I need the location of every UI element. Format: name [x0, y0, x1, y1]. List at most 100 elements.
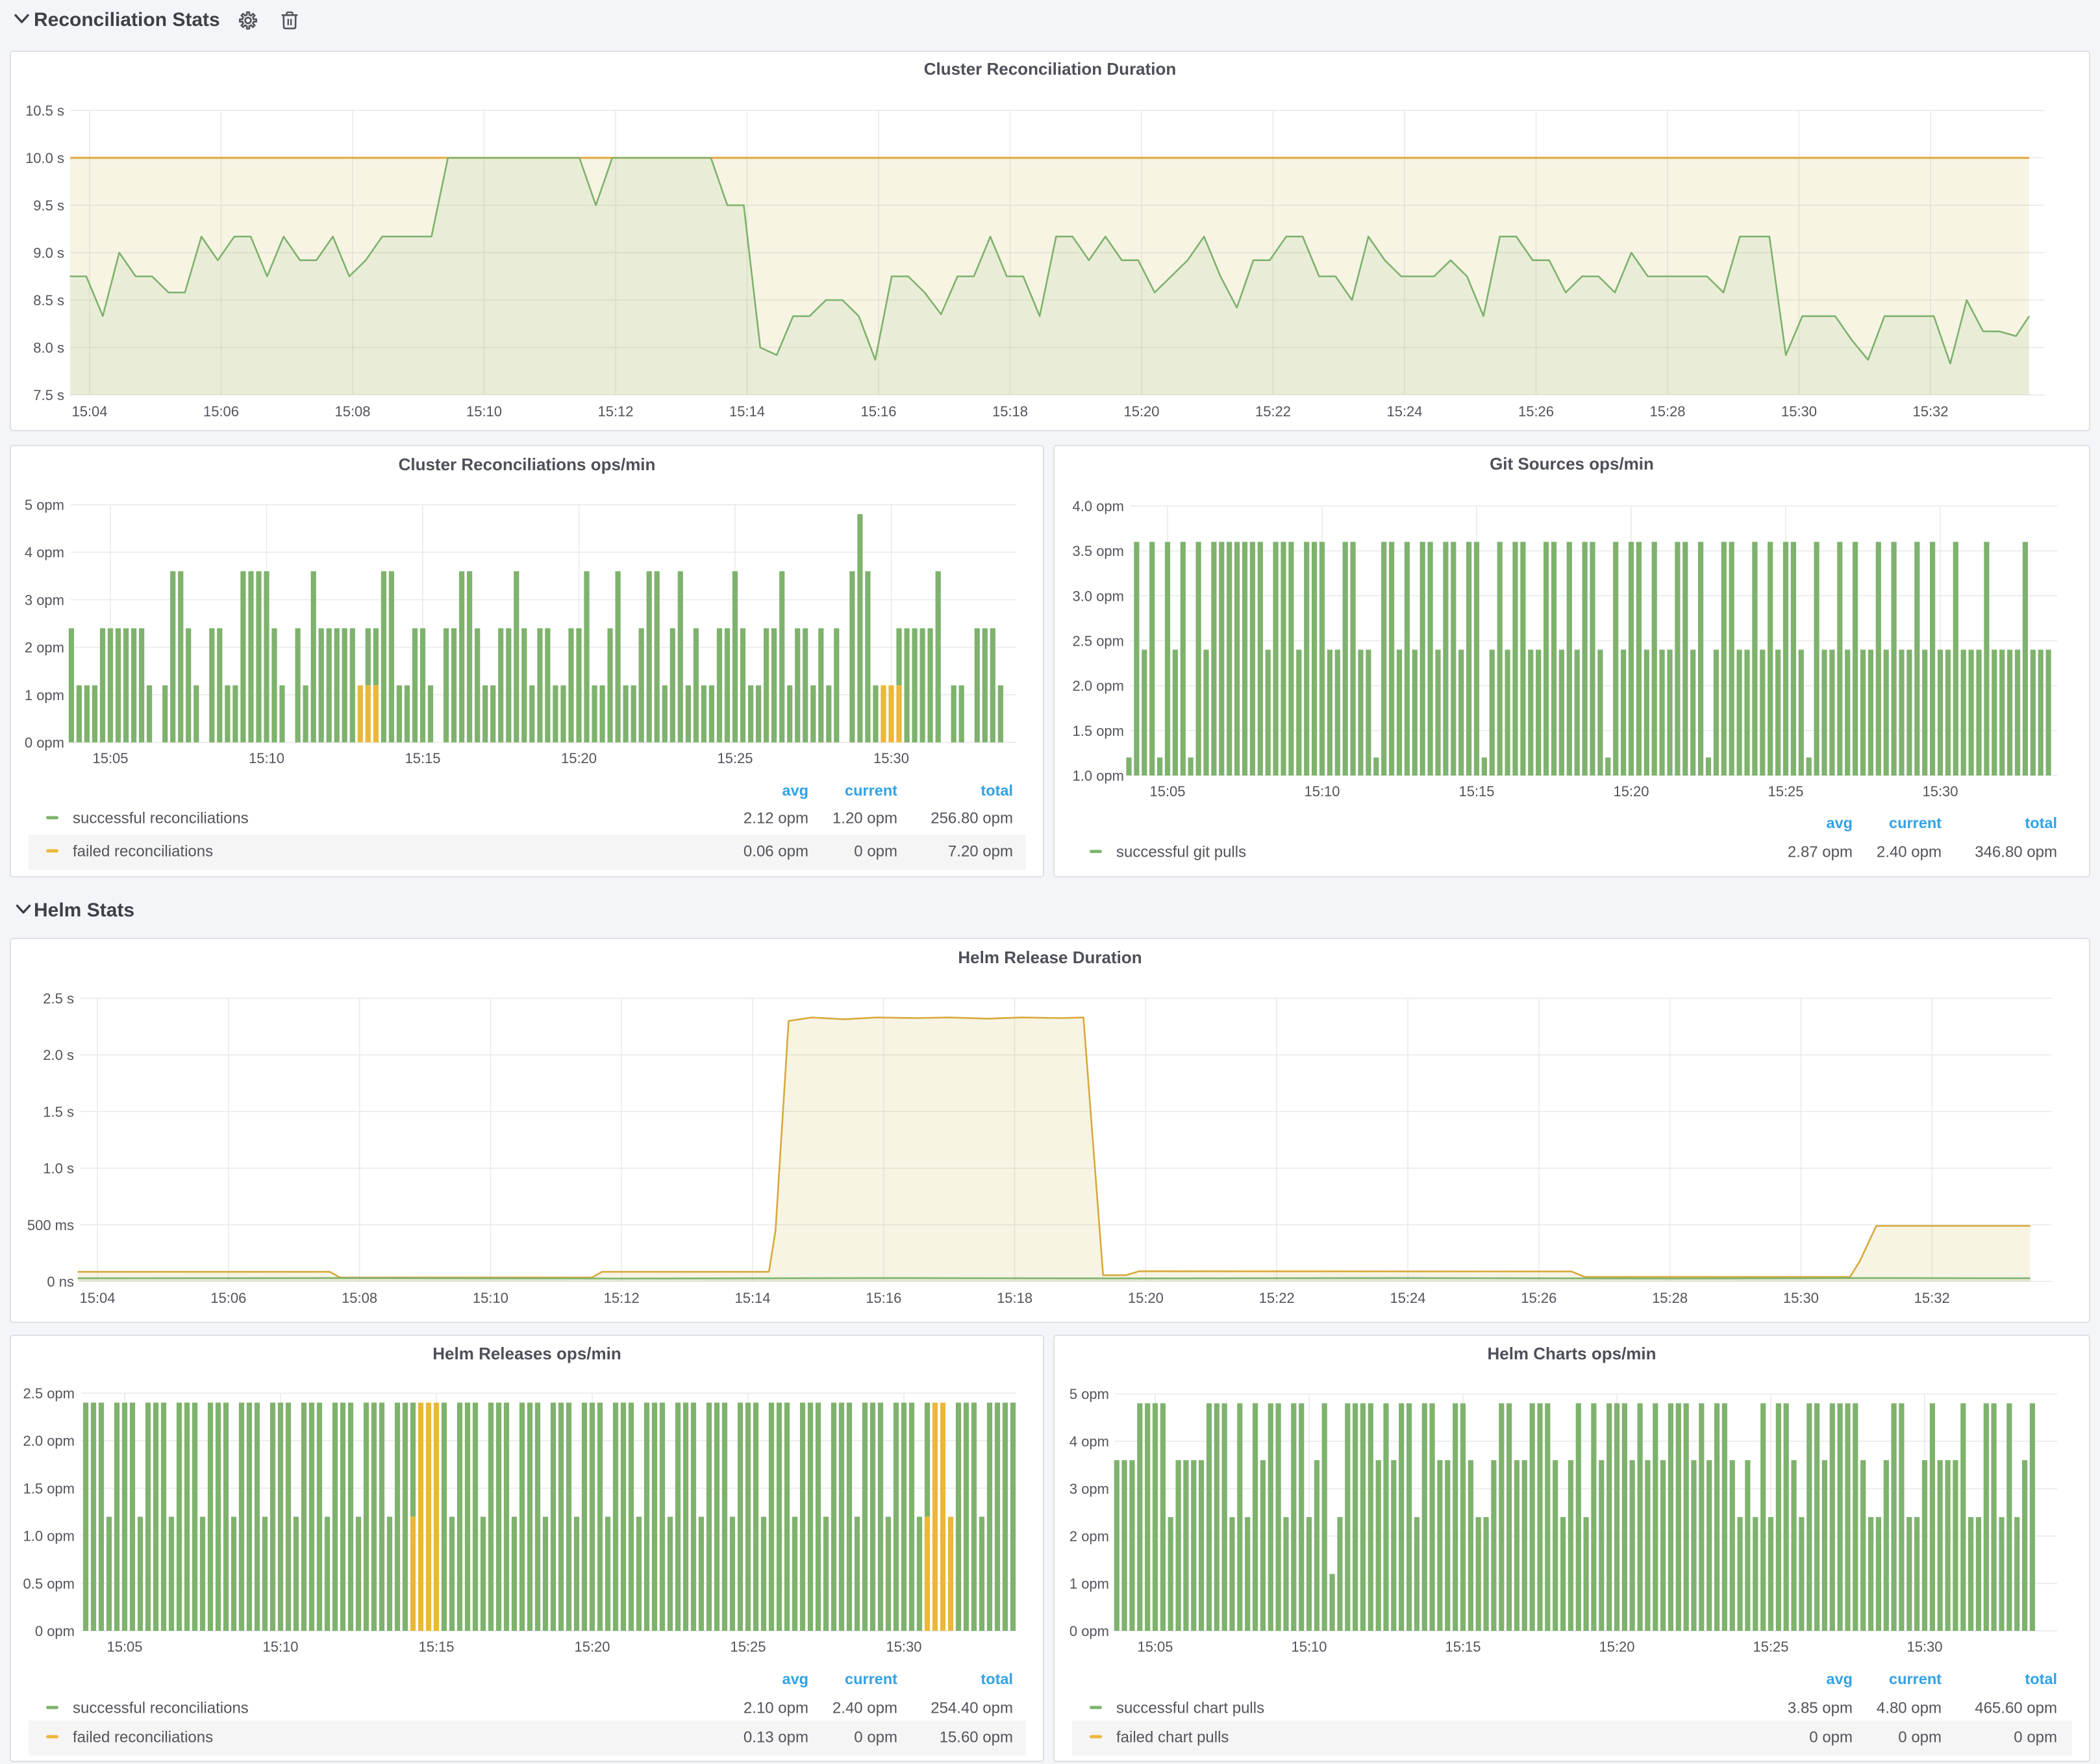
svg-text:0 opm: 0 opm — [35, 1623, 75, 1639]
svg-text:15:30: 15:30 — [1781, 403, 1817, 420]
svg-text:4.80 opm: 4.80 opm — [1877, 1700, 1942, 1717]
svg-text:Cluster Reconciliations ops/mi: Cluster Reconciliations ops/min — [399, 455, 656, 474]
svg-text:2.5 opm: 2.5 opm — [1073, 633, 1125, 649]
svg-text:15:24: 15:24 — [1386, 403, 1422, 420]
svg-text:256.80 opm: 256.80 opm — [931, 810, 1013, 827]
svg-text:15:22: 15:22 — [1255, 403, 1291, 420]
svg-text:15:18: 15:18 — [992, 403, 1028, 420]
svg-text:15:26: 15:26 — [1518, 403, 1554, 420]
svg-text:15:26: 15:26 — [1521, 1290, 1556, 1306]
svg-text:4 opm: 4 opm — [1069, 1433, 1109, 1450]
svg-text:1.0 s: 1.0 s — [43, 1161, 74, 1177]
svg-text:successful reconciliations: successful reconciliations — [73, 1700, 249, 1717]
svg-text:15:05: 15:05 — [1149, 783, 1185, 800]
svg-text:15:28: 15:28 — [1652, 1290, 1688, 1306]
svg-text:2.40 opm: 2.40 opm — [832, 1700, 897, 1717]
svg-text:15:10: 15:10 — [262, 1639, 298, 1655]
svg-text:current: current — [1889, 814, 1942, 831]
svg-text:1.0 opm: 1.0 opm — [1073, 768, 1125, 784]
svg-text:15:24: 15:24 — [1390, 1290, 1425, 1306]
svg-text:465.60 opm: 465.60 opm — [1975, 1700, 2057, 1717]
svg-text:3.85 opm: 3.85 opm — [1788, 1700, 1853, 1717]
svg-text:0 opm: 0 opm — [854, 1729, 897, 1746]
svg-text:500 ms: 500 ms — [27, 1217, 74, 1233]
svg-text:15:10: 15:10 — [249, 750, 284, 766]
svg-text:15:04: 15:04 — [79, 1290, 115, 1306]
svg-text:Cluster Reconciliation Duratio: Cluster Reconciliation Duration — [924, 59, 1177, 79]
svg-text:0.06 opm: 0.06 opm — [744, 843, 808, 861]
svg-text:failed reconciliations: failed reconciliations — [73, 843, 213, 861]
svg-text:2.12 opm: 2.12 opm — [744, 810, 808, 827]
svg-text:15:20: 15:20 — [574, 1639, 610, 1655]
svg-text:15:25: 15:25 — [717, 750, 753, 766]
svg-text:total: total — [2025, 1670, 2057, 1687]
svg-text:1.5 s: 1.5 s — [43, 1103, 74, 1120]
svg-text:3 opm: 3 opm — [25, 592, 64, 608]
svg-text:2.5 s: 2.5 s — [43, 990, 74, 1007]
svg-text:failed chart pulls: failed chart pulls — [1116, 1729, 1229, 1746]
svg-text:0 opm: 0 opm — [25, 735, 64, 751]
svg-text:Helm Charts ops/min: Helm Charts ops/min — [1487, 1344, 1656, 1363]
svg-text:avg: avg — [1827, 1670, 1853, 1687]
svg-text:0 opm: 0 opm — [1069, 1623, 1109, 1639]
svg-text:Helm Release Duration: Helm Release Duration — [958, 948, 1142, 967]
svg-text:0 opm: 0 opm — [854, 843, 897, 861]
svg-text:1.5 opm: 1.5 opm — [1073, 723, 1125, 739]
svg-text:15:05: 15:05 — [106, 1639, 142, 1655]
svg-text:15:12: 15:12 — [597, 403, 633, 420]
svg-text:15:15: 15:15 — [418, 1639, 454, 1655]
svg-text:15:14: 15:14 — [729, 403, 765, 420]
svg-text:total: total — [981, 1670, 1013, 1687]
svg-text:15:15: 15:15 — [1458, 783, 1494, 800]
svg-text:15:14: 15:14 — [734, 1290, 770, 1306]
svg-text:15:30: 15:30 — [873, 750, 909, 766]
svg-text:15:22: 15:22 — [1259, 1290, 1295, 1306]
svg-text:15:30: 15:30 — [886, 1639, 921, 1655]
svg-text:15:25: 15:25 — [1768, 783, 1803, 800]
svg-text:1 opm: 1 opm — [25, 687, 64, 703]
svg-text:15:06: 15:06 — [203, 403, 239, 420]
svg-text:15.60 opm: 15.60 opm — [940, 1729, 1013, 1746]
svg-text:15:05: 15:05 — [92, 750, 128, 766]
svg-text:Helm Stats: Helm Stats — [34, 900, 134, 921]
svg-text:2.5 opm: 2.5 opm — [23, 1385, 75, 1402]
svg-text:7.20 opm: 7.20 opm — [948, 843, 1013, 861]
svg-text:15:05: 15:05 — [1137, 1639, 1173, 1655]
svg-text:2 opm: 2 opm — [25, 640, 64, 656]
svg-text:2 opm: 2 opm — [1069, 1528, 1109, 1544]
svg-text:15:10: 15:10 — [1304, 783, 1340, 800]
svg-text:9.0 s: 9.0 s — [33, 245, 64, 261]
svg-text:0 opm: 0 opm — [2014, 1729, 2057, 1746]
svg-text:2.0 s: 2.0 s — [43, 1047, 74, 1063]
svg-text:15:12: 15:12 — [604, 1290, 640, 1306]
svg-text:0 opm: 0 opm — [1898, 1729, 1942, 1746]
svg-text:15:10: 15:10 — [466, 403, 502, 420]
svg-text:254.40 opm: 254.40 opm — [931, 1700, 1013, 1717]
svg-text:avg: avg — [1827, 814, 1853, 831]
svg-text:successful chart pulls: successful chart pulls — [1116, 1700, 1264, 1717]
svg-text:8.0 s: 8.0 s — [33, 340, 64, 356]
svg-text:2.0 opm: 2.0 opm — [23, 1433, 75, 1449]
svg-text:1.5 opm: 1.5 opm — [23, 1480, 75, 1496]
svg-text:Reconciliation Stats: Reconciliation Stats — [34, 9, 220, 31]
svg-text:346.80 opm: 346.80 opm — [1975, 844, 2057, 861]
svg-text:current: current — [845, 782, 897, 799]
svg-text:15:20: 15:20 — [1123, 403, 1159, 420]
svg-text:15:25: 15:25 — [730, 1639, 766, 1655]
svg-text:0.5 opm: 0.5 opm — [23, 1576, 75, 1592]
svg-text:15:08: 15:08 — [334, 403, 370, 420]
svg-text:15:16: 15:16 — [860, 403, 896, 420]
svg-text:0 opm: 0 opm — [1809, 1729, 1853, 1746]
svg-text:15:15: 15:15 — [1445, 1639, 1481, 1655]
svg-text:5 opm: 5 opm — [25, 497, 64, 513]
svg-text:avg: avg — [782, 1670, 809, 1687]
svg-text:15:32: 15:32 — [1912, 403, 1948, 420]
svg-text:9.5 s: 9.5 s — [33, 197, 64, 214]
svg-text:15:25: 15:25 — [1753, 1639, 1788, 1655]
svg-text:Helm Releases ops/min: Helm Releases ops/min — [432, 1344, 621, 1363]
svg-text:3.0 opm: 3.0 opm — [1073, 588, 1125, 604]
svg-text:15:20: 15:20 — [1128, 1290, 1164, 1306]
svg-text:10.0 s: 10.0 s — [25, 150, 64, 166]
svg-text:15:15: 15:15 — [405, 750, 440, 766]
svg-text:current: current — [1889, 1670, 1942, 1687]
